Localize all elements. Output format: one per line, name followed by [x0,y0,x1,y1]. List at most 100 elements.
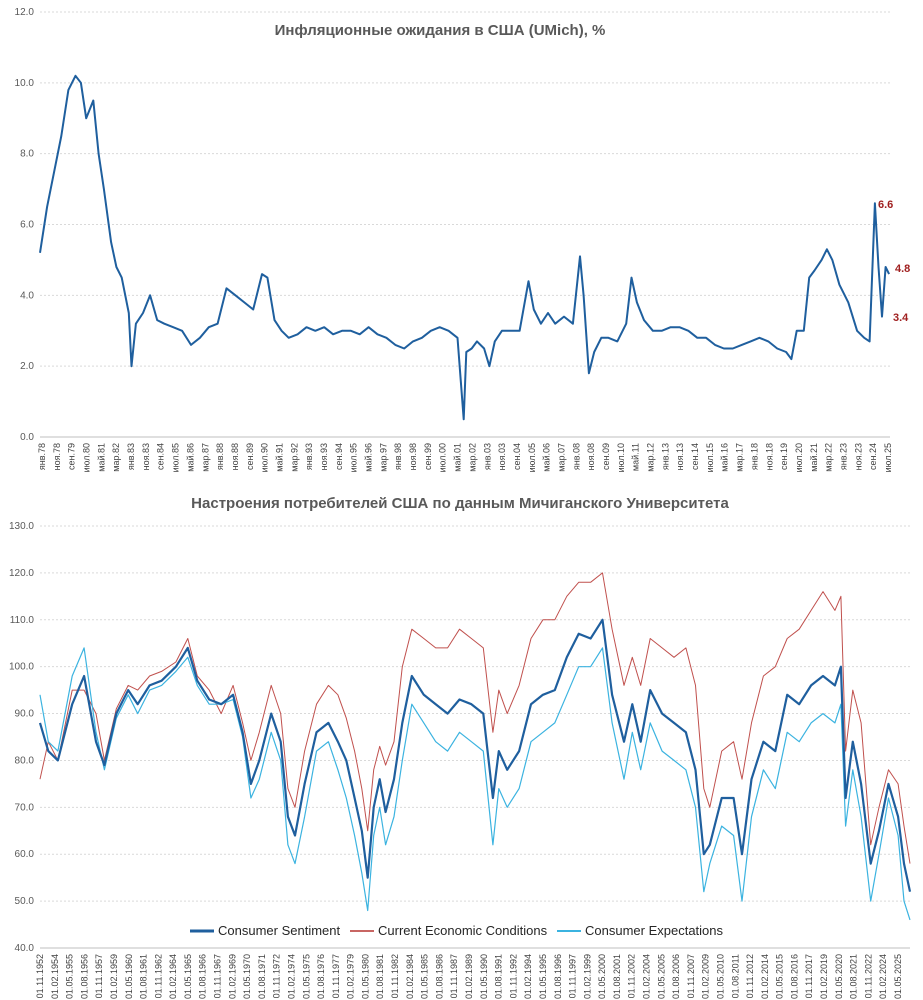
chart1-x-tick-label: мар.17 [735,443,745,472]
chart2-x-tick-label: 01.08.1991 [494,954,504,999]
chart1-x-tick-label: июл.80 [82,443,92,472]
chart2-x-tick-label: 01.05.1995 [538,954,548,999]
chart1-x-tick-label: июл.05 [527,443,537,472]
chart1-x-tick-label: сен.19 [779,443,789,470]
chart2-y-tick-label: 120.0 [9,568,34,579]
chart1-x-tick-label: июл.00 [438,443,448,472]
chart1-x-tick-label: мар.22 [824,443,834,472]
chart1-x-tick-label: янв.78 [37,443,47,470]
chart1-x-tick-label: июл.85 [171,443,181,472]
chart1-x-tick-label: июл.90 [260,443,270,472]
chart1-x-tick-label: ноя.08 [586,443,596,470]
chart2-x-tick-label: 01.11.2022 [863,954,873,998]
chart2-x-tick-label: 01.02.2014 [760,954,770,999]
chart2-title: Настроения потребителей США по данным Ми… [191,495,729,512]
chart1-x-tick-label: мар.12 [646,443,656,472]
chart2-series-consumer-sentiment [38,618,912,892]
chart2-y-tick-label: 110.0 [10,615,35,626]
chart1-x-tick-label: янв.98 [393,443,403,470]
chart2-y-tick-label: 80.0 [15,755,35,766]
chart1-x-tick-label: сен.24 [868,443,878,470]
chart1-x-tick-label: сен.99 [423,443,433,470]
chart1-x-tick-label: янв.83 [126,443,136,470]
chart2-x-tick-label: 01.02.1979 [346,954,356,999]
chart2-x-tick-label: 01.08.2016 [789,954,799,999]
chart2-x-tick-label: 01.11.2007 [686,954,696,998]
chart1-x-tick-label: янв.18 [749,443,759,470]
chart1-x-tick-label: ноя.13 [675,443,685,470]
chart2-x-tick-label: 01.08.1971 [257,954,267,999]
chart2-x-tick-label: 01.05.2000 [597,954,607,999]
chart2-x-tick-label: 01.05.1980 [360,954,370,999]
chart2-x-tick-label: 01.05.1960 [124,954,134,999]
chart2-x-tick-label: 01.11.2017 [804,954,814,998]
chart2-y-tick-label: 130.0 [9,521,34,532]
chart2-x-tick-label: 01.11.1997 [568,954,578,998]
chart1-x-tick-label: мар.02 [467,443,477,472]
chart1-x-tick-label: мар.92 [289,443,299,472]
chart1-x-tick-label: май.11 [631,443,641,471]
chart1-x-tick-label: ноя.83 [141,443,151,470]
chart1-y-tick-label: 4.0 [20,290,34,301]
chart2-y-tick-label: 50.0 [15,896,35,907]
chart1-x-tick-label: янв.08 [571,443,581,470]
chart1-x-tick-label: сен.89 [245,443,255,470]
chart2-x-axis: 01.11.1952 01.02.1954 01.05.1955 01.08.1956… [35,954,903,999]
chart2-series [38,572,912,921]
chart1-x-tick-label: сен.14 [690,443,700,470]
chart2-x-tick-label: 01.11.1977 [331,954,341,998]
chart1-x-tick-label: май.81 [96,443,106,472]
chart2-y-tick-label: 90.0 [15,709,35,720]
chart1-x-tick-label: сен.84 [156,443,166,470]
chart1-x-tick-label: янв.93 [304,443,314,470]
chart2-x-tick-label: 01.05.1990 [479,954,489,999]
chart1-x-tick-label: ноя.78 [52,443,62,470]
chart2-x-tick-label: 01.11.1962 [153,954,163,998]
chart1-x-tick-label: мар.87 [200,443,210,472]
chart2-y-tick-label: 70.0 [15,802,35,813]
chart1-x-tick-label: ноя.03 [497,443,507,470]
chart2-x-tick-label: 01.08.1976 [316,954,326,999]
chart2-x-tick-label: 01.08.1956 [79,954,89,999]
chart2-x-tick-label: 01.05.1965 [183,954,193,999]
chart2-x-tick-label: 01.11.2002 [627,954,637,998]
chart1-x-tick-label: сен.09 [601,443,611,470]
chart1-title: Инфляционные ожидания в США (UMich), % [275,22,606,39]
chart2-x-tick-label: 01.02.2024 [878,954,888,999]
chart2-gridlines [40,525,910,949]
chart2-x-tick-label: 01.11.1982 [390,954,400,998]
chart1-x-tick-label: янв.23 [838,443,848,470]
chart2-x-tick-label: 01.08.2011 [730,954,740,998]
chart2-x-tick-label: 01.02.2019 [819,954,829,999]
chart2-x-tick-label: 01.08.1996 [553,954,563,999]
chart1-x-axis: янв.78 ноя.78 сен.79 июл.80 май.81 мар.82 янв.… [37,443,893,472]
chart1-x-tick-label: ноя.98 [408,443,418,470]
chart1-x-tick-label: сен.04 [512,443,522,470]
chart2-x-tick-label: 01.02.2009 [701,954,711,999]
chart1-x-tick-label: май.06 [542,443,552,472]
chart1-x-tick-label: май.91 [274,443,284,472]
chart2-y-tick-label: 100.0 [9,662,34,673]
chart2-x-tick-label: 01.11.1967 [213,954,223,998]
chart2-x-tick-label: 01.11.2012 [745,954,755,998]
chart2-x-tick-label: 01.02.1999 [582,954,592,999]
chart2-x-tick-label: 01.08.1961 [139,954,149,999]
chart1-y-tick-label: 12.0 [15,7,35,18]
chart2-x-tick-label: 01.11.1952 [35,954,45,998]
legend-label: Consumer Sentiment [218,923,340,938]
chart2-x-tick-label: 01.05.2015 [775,954,785,999]
chart2-x-tick-label: 01.05.1955 [65,954,75,999]
chart1-y-tick-label: 0.0 [20,432,34,443]
chart1-x-tick-label: июл.10 [616,443,626,472]
chart1-x-tick-label: май.96 [364,443,374,472]
chart1-x-tick-label: май.16 [720,443,730,472]
chart1-gridlines [40,11,890,438]
chart1-x-tick-label: ноя.88 [230,443,240,470]
annotation-latest: 4.8 [895,263,910,275]
chart2-x-tick-label: 01.05.2020 [834,954,844,999]
chart2-x-tick-label: 01.02.1969 [227,954,237,999]
chart2-x-tick-label: 01.05.1985 [420,954,430,999]
chart2-y-axis: 40.0 50.0 60.0 70.0 80.0 90.0 100.0 110.0 120.0 1… [9,521,34,954]
chart2-x-tick-label: 01.05.1970 [242,954,252,999]
chart2-x-tick-label: 01.11.1992 [508,954,518,998]
